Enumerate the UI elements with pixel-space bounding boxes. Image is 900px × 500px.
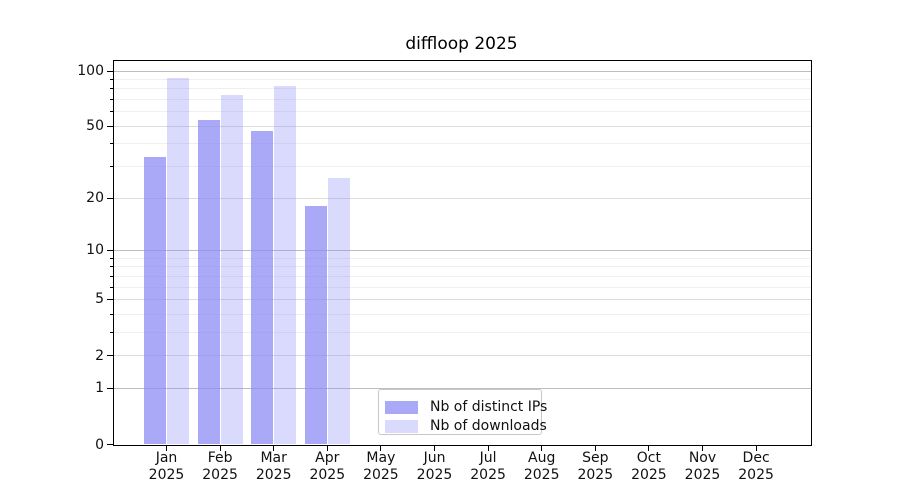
y-tick-mark — [107, 444, 113, 445]
y-tick-mark — [107, 70, 113, 72]
y-minor-tick-mark — [109, 143, 113, 145]
y-minor-tick-mark — [109, 111, 113, 113]
bar-mar-distinct-ips — [251, 131, 274, 445]
legend-label-distinct-ips: Nb of distinct IPs — [430, 399, 548, 415]
x-tick-label: Jan 2025 — [148, 450, 185, 483]
x-tick-mark — [219, 445, 221, 451]
gridline-major — [113, 70, 811, 72]
legend-swatch-distinct-ips — [385, 400, 418, 414]
x-tick-mark — [487, 445, 489, 451]
gridline-minor — [113, 143, 811, 145]
gridline-minor — [113, 166, 811, 168]
gridline-minor — [113, 275, 811, 277]
x-tick-mark — [702, 445, 703, 451]
gridline-minor — [113, 88, 811, 90]
y-tick-label: 1 — [95, 380, 104, 397]
x-tick-mark — [380, 445, 382, 451]
gridline-minor — [113, 286, 811, 288]
x-tick-mark — [326, 445, 328, 451]
y-tick-label: 2 — [95, 347, 104, 364]
y-tick-label: 100 — [77, 63, 104, 79]
y-minor-tick-mark — [109, 331, 113, 333]
bar-feb-downloads — [220, 95, 243, 445]
legend-item-distinct-ips: Nb of distinct IPs — [385, 398, 547, 417]
bar-jan-downloads — [167, 77, 189, 445]
gridline-minor — [113, 111, 811, 113]
gridline-minor — [113, 331, 811, 333]
y-tick-mark — [107, 249, 113, 251]
y-tick-mark — [107, 355, 113, 357]
bar-jan-distinct-ips — [144, 156, 166, 445]
gridline-major — [113, 249, 811, 251]
y-tick-label: 20 — [86, 190, 104, 207]
y-minor-tick-mark — [109, 257, 113, 259]
x-tick-mark — [434, 445, 435, 451]
x-tick-label: Aug 2025 — [523, 450, 560, 483]
legend-item-downloads: Nb of downloads — [385, 417, 547, 436]
gridline-minor — [113, 99, 811, 101]
gridline-minor — [113, 266, 811, 268]
x-tick-mark — [755, 445, 757, 451]
x-tick-label: May 2025 — [363, 450, 399, 483]
x-tick-label: Jun 2025 — [416, 450, 453, 483]
x-tick-label: Nov 2025 — [684, 450, 721, 483]
y-tick-mark — [107, 125, 113, 127]
x-tick-mark — [273, 445, 275, 451]
y-minor-tick-mark — [109, 166, 113, 168]
bar-mar-downloads — [274, 85, 297, 445]
legend-label-downloads: Nb of downloads — [430, 418, 547, 434]
x-tick-mark — [594, 445, 596, 451]
x-tick-label: Oct 2025 — [631, 450, 667, 483]
gridline-minor — [113, 257, 811, 259]
x-tick-label: Jul 2025 — [470, 450, 506, 483]
y-minor-tick-mark — [109, 88, 113, 90]
legend: Nb of distinct IPs Nb of downloads — [378, 389, 547, 436]
gridline-minor — [113, 78, 811, 80]
y-tick-label: 10 — [86, 242, 104, 259]
x-tick-label: Feb 2025 — [202, 450, 238, 483]
bar-feb-distinct-ips — [197, 120, 220, 445]
y-minor-tick-mark — [109, 78, 113, 80]
y-minor-tick-mark — [109, 266, 113, 268]
y-tick-label: 0 — [95, 436, 104, 453]
y-minor-tick-mark — [109, 286, 113, 288]
y-tick-mark — [107, 298, 113, 300]
gridline-mid — [113, 197, 811, 199]
y-tick-mark — [107, 387, 113, 389]
chart-title: diffloop 2025 — [405, 34, 518, 54]
y-tick-label: 5 — [95, 291, 104, 308]
gridline-mid — [113, 125, 811, 127]
legend-swatch-downloads — [385, 419, 418, 433]
x-tick-label: Dec 2025 — [738, 450, 774, 483]
y-tick-label: 50 — [86, 118, 104, 135]
bar-apr-downloads — [327, 177, 350, 445]
gridline-major — [113, 387, 811, 389]
gridline-mid — [113, 298, 811, 300]
bar-apr-distinct-ips — [304, 206, 327, 445]
plot-area — [112, 59, 812, 446]
x-tick-mark — [541, 445, 543, 451]
gridline-minor — [113, 313, 811, 315]
x-tick-mark — [648, 445, 650, 451]
gridline-mid — [113, 355, 811, 357]
x-tick-label: Mar 2025 — [255, 450, 292, 483]
y-minor-tick-mark — [109, 99, 113, 101]
y-minor-tick-mark — [109, 275, 113, 277]
y-minor-tick-mark — [109, 313, 113, 315]
y-tick-mark — [107, 197, 113, 199]
x-tick-mark — [166, 445, 167, 451]
x-tick-label: Apr 2025 — [309, 450, 346, 483]
x-tick-label: Sep 2025 — [577, 450, 614, 483]
